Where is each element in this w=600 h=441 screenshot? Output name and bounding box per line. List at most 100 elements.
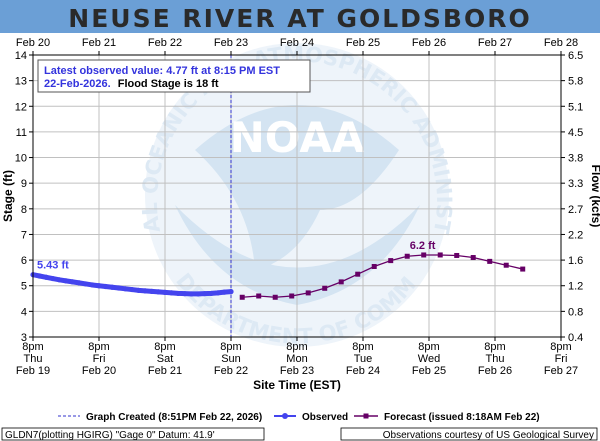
y-tick-label: 12	[15, 101, 27, 113]
forecast-series-line	[242, 254, 523, 298]
observed-point	[188, 291, 194, 297]
forecast-point	[503, 262, 509, 268]
footer-left-box	[1, 427, 265, 441]
legend-forecast: Forecast (issued 8:18AM Feb 22)	[384, 412, 540, 423]
y-right-tick-label: 5.1	[568, 101, 583, 113]
observed-point	[142, 288, 148, 294]
title-banner	[0, 0, 600, 33]
forecast-point	[256, 293, 262, 299]
x-tick-day: Fri	[93, 353, 106, 365]
y-right-tick-label: 0.4	[568, 332, 583, 344]
x-axis-top: Feb 20 Feb 21 Feb 22 Feb 23 Feb 24 Feb 25 Feb …	[16, 37, 578, 55]
legend: Graph Created (8:51PM Feb 22, 2026) Obse…	[58, 412, 540, 423]
latest-observed-date: 22-Feb-2026.	[44, 78, 111, 90]
observed-start-label: 5.43 ft	[37, 260, 69, 272]
observed-point	[63, 278, 69, 284]
legend-observed: Observed	[302, 412, 348, 423]
x-tick-day: Sun	[221, 353, 241, 365]
y-tick-label: 14	[15, 50, 27, 62]
y-right-tick-label: 1.6	[568, 255, 583, 267]
y-tick-label: 4	[21, 306, 27, 318]
y-tick-label: 13	[15, 76, 27, 88]
x-top-tick-label: Feb 21	[82, 37, 116, 49]
observed-point	[70, 279, 76, 285]
x-tick-time: 8pm	[286, 341, 307, 353]
observed-point	[162, 289, 168, 295]
y-right-tick-label: 2.7	[568, 204, 583, 216]
forecast-point	[437, 252, 443, 258]
y-right-tick-label: 1.2	[568, 281, 583, 293]
x-tick-date: Feb 25	[412, 365, 446, 377]
x-tick-date: Feb 22	[214, 365, 248, 377]
observed-point	[43, 274, 49, 280]
observed-point	[56, 277, 63, 283]
x-top-tick-label: Feb 24	[280, 37, 314, 49]
x-tick-day: Fri	[555, 353, 568, 365]
observed-point	[116, 285, 122, 291]
observed-point	[50, 275, 56, 282]
forecast-point	[388, 258, 394, 264]
x-top-tick-label: Feb 26	[412, 37, 446, 49]
x-top-tick-label: Feb 20	[16, 37, 50, 49]
x-top-tick-label: Feb 27	[478, 37, 512, 49]
y-right-tick-label: 5.8	[568, 76, 583, 88]
x-top-tick-label: Feb 22	[148, 37, 182, 49]
observed-point	[136, 287, 142, 293]
x-tick-time: 8pm	[22, 341, 43, 353]
chart-title: NEUSE RIVER AT GOLDSBORO	[68, 4, 531, 33]
x-tick-time: 8pm	[220, 341, 241, 353]
forecast-point	[322, 285, 328, 291]
y-right-tick-label: 4.5	[568, 127, 583, 139]
y-tick-label: 6	[21, 255, 27, 267]
x-tick-time: 8pm	[418, 341, 439, 353]
footer-right: Observations courtesy of US Geological S…	[383, 430, 594, 441]
x-tick-date: Feb 24	[346, 365, 380, 377]
x-tick-time: 8pm	[484, 341, 505, 353]
x-tick-date: Feb 19	[16, 365, 50, 377]
observed-point	[215, 290, 221, 296]
observed-point	[122, 286, 128, 292]
latest-observed-box: Latest observed value: 4.77 ft at 8:15 P…	[37, 59, 311, 93]
observed-point	[169, 290, 175, 296]
forecast-point	[404, 253, 410, 259]
plot-border	[32, 54, 562, 338]
y-right-tick-label: 0.8	[568, 306, 583, 318]
y-tick-label: 9	[21, 178, 27, 190]
observed-point	[182, 291, 188, 297]
footer-left: GLDN7(plotting HGIRG) "Gage 0" Datum: 41…	[5, 430, 215, 441]
x-tick-time: 8pm	[550, 341, 571, 353]
x-tick-date: Feb 20	[82, 365, 116, 377]
x-tick-date: Feb 26	[478, 365, 512, 377]
series-layer	[30, 252, 526, 300]
forecast-point	[520, 266, 526, 272]
x-tick-date: Feb 27	[544, 365, 578, 377]
forecast-point	[454, 252, 460, 258]
svg-text:22-Feb-2026. Flood Stage: 22-Feb-2026. Flood Stage is 18 ft	[44, 78, 219, 90]
forecast-point	[289, 293, 295, 299]
forecast-point	[371, 264, 377, 269]
observed-point	[208, 290, 214, 297]
y-axis-left: 3 4 5 6 7 8 9 10 11 12 13 14	[15, 50, 33, 344]
y-right-tick-label: 6.5	[568, 50, 583, 62]
forecast-point	[305, 290, 311, 296]
x-tick-day: Wed	[418, 353, 440, 365]
forecast-point	[470, 255, 476, 261]
x-tick-day: Tue	[354, 353, 373, 365]
observed-point	[89, 282, 95, 288]
x-tick-day: Sat	[157, 353, 174, 365]
forecast-point	[487, 258, 493, 264]
y-tick-label: 10	[15, 153, 27, 165]
y-axis-right-title: Flow (kcfs)	[589, 165, 600, 228]
y-tick-label: 3	[21, 332, 27, 344]
x-tick-time: 8pm	[352, 341, 373, 353]
y-tick-label: 8	[21, 204, 27, 216]
y-axis-right: 0.4 0.8 1.2 1.6 2.2 2.7 3.3 3.8 4.5 5.1 5.8 6.5	[561, 50, 583, 344]
observed-point	[83, 281, 89, 287]
y-tick-label: 7	[21, 229, 27, 241]
y-tick-label: 11	[16, 127, 27, 139]
y-right-tick-label: 3.3	[568, 178, 583, 190]
x-tick-day: Mon	[286, 353, 307, 365]
x-top-tick-label: Feb 28	[544, 37, 578, 49]
